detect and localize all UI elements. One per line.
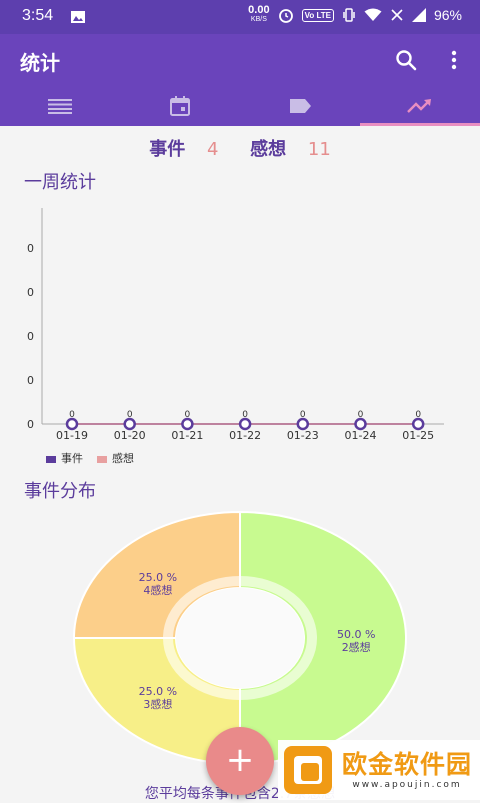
data-point bbox=[411, 417, 425, 431]
legend-events: 事件 bbox=[46, 450, 83, 466]
add-button[interactable]: + bbox=[206, 727, 274, 795]
data-label: 0 bbox=[127, 410, 133, 420]
status-time: 3:54 bbox=[22, 7, 54, 24]
x-tick-label: 01-22 bbox=[229, 429, 261, 442]
trend-icon bbox=[407, 99, 431, 113]
app-bar: 统计 bbox=[0, 34, 480, 126]
chart-legend: 事件 感想 bbox=[46, 450, 134, 466]
thoughts-count: 11 bbox=[307, 139, 331, 160]
data-label: 0 bbox=[300, 410, 306, 420]
wifi-icon bbox=[364, 8, 382, 21]
x-tick-label: 01-21 bbox=[171, 429, 203, 442]
slice-percent-label: 25.0 % bbox=[139, 685, 177, 698]
more-vert-icon[interactable] bbox=[444, 48, 464, 72]
slice-percent-label: 25.0 % bbox=[139, 571, 177, 584]
y-tick-label: 0 bbox=[27, 242, 34, 255]
tab-calendar[interactable] bbox=[120, 86, 240, 126]
x-tick-label: 01-20 bbox=[114, 429, 146, 442]
y-tick-label: 0 bbox=[27, 330, 34, 343]
tag-icon bbox=[290, 99, 311, 113]
watermark-logo-icon bbox=[284, 746, 332, 794]
vibrate-icon bbox=[343, 8, 355, 22]
watermark-text: 欧金软件园 bbox=[342, 750, 473, 779]
search-icon[interactable] bbox=[394, 48, 418, 72]
slice-sub-label: 2感想 bbox=[342, 640, 371, 654]
volte-badge: Vo LTE bbox=[301, 8, 334, 22]
data-point bbox=[65, 417, 79, 431]
data-label: 0 bbox=[242, 410, 248, 420]
watermark-url: www.apoujin.com bbox=[352, 780, 462, 790]
weekly-title: 一周统计 bbox=[24, 172, 96, 193]
tab-statistics[interactable] bbox=[360, 86, 480, 126]
y-tick-label: 0 bbox=[27, 286, 34, 299]
data-label: 0 bbox=[69, 410, 75, 420]
data-point bbox=[354, 417, 367, 431]
data-label: 0 bbox=[358, 410, 364, 420]
data-label: 0 bbox=[185, 410, 191, 420]
y-tick-label: 0 bbox=[27, 374, 34, 387]
alarm-icon bbox=[278, 9, 293, 23]
tab-bar bbox=[0, 86, 480, 126]
network-speed: 0.00 KB/S bbox=[248, 4, 270, 24]
slice-sub-label: 4感想 bbox=[143, 583, 172, 597]
y-tick-label: 0 bbox=[27, 418, 34, 431]
slice-sub-label: 3感想 bbox=[143, 697, 172, 711]
x-tick-label: 01-23 bbox=[287, 429, 319, 442]
summary-counts: 事件 4 感想 11 bbox=[0, 135, 480, 161]
data-point bbox=[123, 417, 136, 431]
events-count: 4 bbox=[206, 139, 219, 160]
x-tick-label: 01-24 bbox=[345, 429, 377, 442]
distribution-title: 事件分布 bbox=[24, 481, 96, 502]
donut-inner-ring bbox=[163, 576, 317, 700]
battery-percent: 96% bbox=[433, 7, 462, 23]
x-tick-label: 01-25 bbox=[402, 429, 434, 442]
data-point bbox=[238, 417, 252, 431]
list-icon bbox=[48, 99, 72, 114]
data-point bbox=[181, 417, 194, 431]
image-notification-icon bbox=[71, 11, 85, 23]
donut-hole bbox=[176, 588, 304, 688]
tab-tags[interactable] bbox=[240, 86, 360, 126]
data-label: 0 bbox=[415, 410, 421, 420]
calendar-icon bbox=[170, 96, 190, 116]
signal-icon bbox=[411, 8, 426, 22]
legend-thoughts: 感想 bbox=[97, 450, 134, 466]
slice-percent-label: 50.0 % bbox=[337, 628, 375, 641]
watermark: 欧金软件园 www.apoujin.com bbox=[278, 740, 480, 800]
status-bar: 3:54 0.00 KB/S Vo LTE 96% bbox=[0, 0, 480, 34]
no-sim-icon bbox=[391, 9, 403, 21]
events-label: 事件 bbox=[149, 139, 186, 160]
tab-list[interactable] bbox=[0, 86, 120, 126]
page-title: 统计 bbox=[20, 51, 60, 75]
thoughts-label: 感想 bbox=[250, 139, 287, 160]
weekly-line-chart: 0 0 0 0 0 0 01-19 0 01-20 0 01-21 0 01-22 0 01-23 0 01-2… bbox=[27, 208, 444, 442]
x-tick-label: 01-19 bbox=[56, 429, 88, 442]
data-point bbox=[296, 417, 310, 431]
